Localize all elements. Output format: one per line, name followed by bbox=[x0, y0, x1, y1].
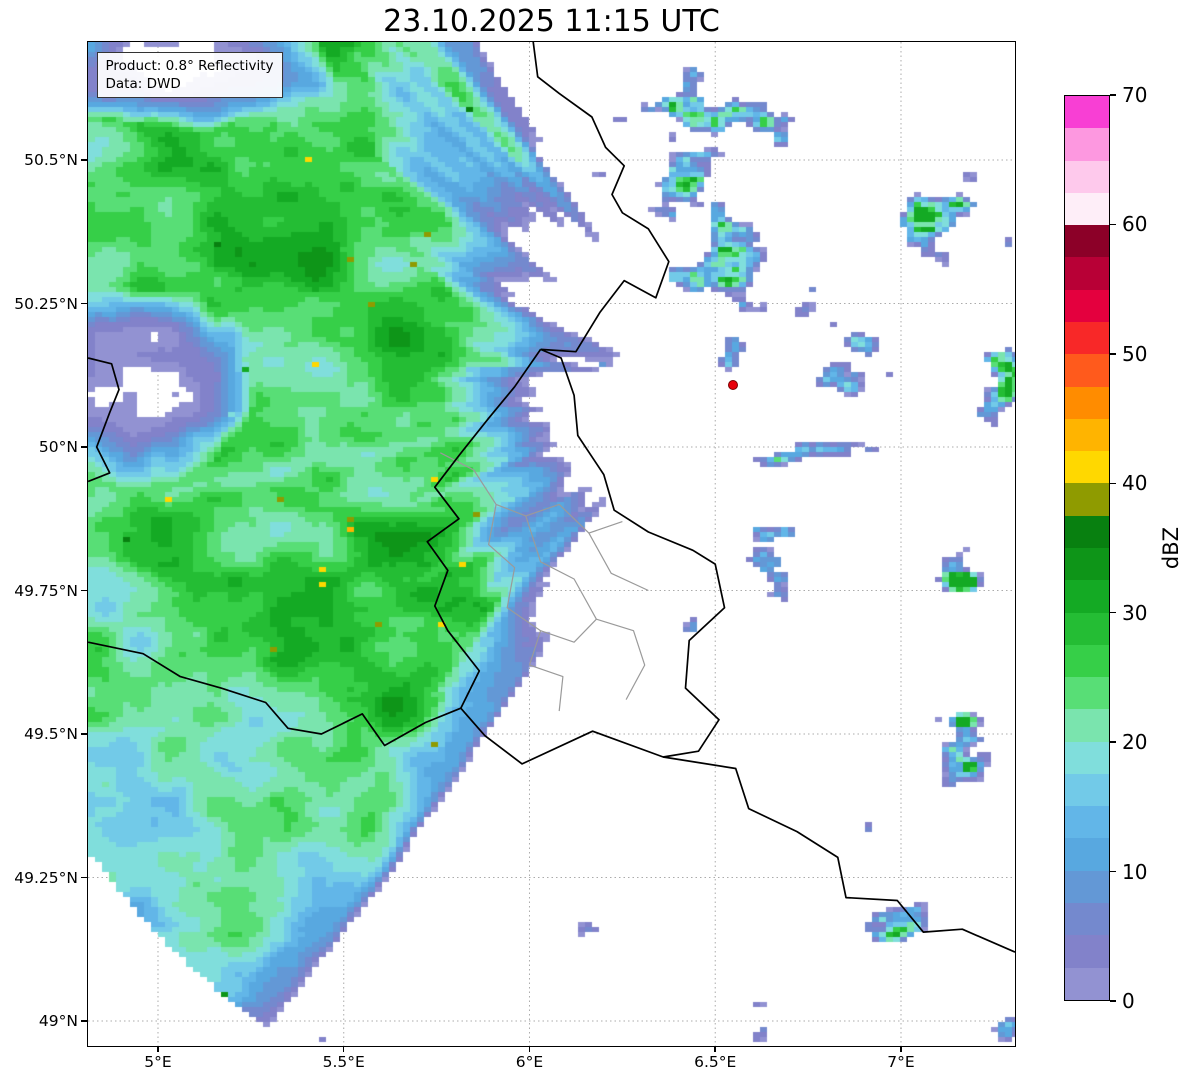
y-tick-mark bbox=[81, 733, 87, 735]
colorbar-tick-label: 30 bbox=[1122, 600, 1148, 625]
x-tick-mark bbox=[714, 1046, 716, 1052]
x-tick-label: 5°E bbox=[144, 1053, 172, 1071]
colorbar-tick-label: 0 bbox=[1122, 989, 1135, 1013]
colorbar-tick-label: 60 bbox=[1122, 212, 1148, 237]
x-tick-label: 5.5°E bbox=[322, 1053, 365, 1071]
y-tick-label: 50°N bbox=[38, 438, 78, 457]
colorbar-tick-mark bbox=[1110, 611, 1116, 614]
colorbar-band bbox=[1065, 128, 1109, 161]
colorbar-band bbox=[1065, 806, 1109, 839]
y-tick-label: 50.25°N bbox=[14, 294, 78, 313]
x-tick-mark bbox=[342, 1046, 345, 1052]
colorbar-band bbox=[1065, 321, 1109, 355]
colorbar-tick-mark bbox=[1110, 1000, 1116, 1002]
radar-reflectivity-layer bbox=[87, 41, 1015, 1046]
x-tick-label: 6.5°E bbox=[694, 1053, 737, 1071]
admin-border bbox=[524, 515, 645, 700]
colorbar-band bbox=[1065, 935, 1109, 968]
colorbar-band bbox=[1065, 677, 1109, 710]
admin-border bbox=[587, 532, 649, 591]
x-tick-mark bbox=[900, 1046, 902, 1052]
colorbar-band bbox=[1065, 612, 1109, 645]
colorbar-tick-mark bbox=[1110, 353, 1116, 355]
colorbar-band bbox=[1065, 903, 1109, 936]
admin-border bbox=[487, 503, 563, 711]
colorbar-band bbox=[1065, 547, 1109, 581]
y-tick-label: 49.5°N bbox=[24, 725, 78, 744]
colorbar-gradient bbox=[1065, 96, 1109, 1000]
colorbar-tick-mark bbox=[1110, 870, 1116, 873]
colorbar-band bbox=[1065, 967, 1109, 1000]
colorbar-band bbox=[1065, 354, 1109, 387]
colorbar-band bbox=[1065, 773, 1109, 807]
country-border-lines bbox=[87, 41, 1015, 953]
colorbar-band bbox=[1065, 644, 1109, 678]
product-label: Product: 0.8° Reflectivity bbox=[105, 57, 274, 74]
x-tick-label: 6°E bbox=[515, 1053, 544, 1071]
map-plot-area: Product: 0.8° Reflectivity Data: DWD bbox=[86, 40, 1016, 1047]
colorbar-tick-label: 10 bbox=[1122, 859, 1148, 884]
colorbar-band bbox=[1065, 96, 1109, 129]
colorbar-band bbox=[1065, 418, 1109, 452]
x-tick-label: 7°E bbox=[887, 1053, 915, 1071]
colorbar-tick-label: 40 bbox=[1122, 471, 1148, 496]
y-tick-label: 49°N bbox=[38, 1012, 78, 1031]
colorbar-tick-mark bbox=[1110, 94, 1116, 96]
y-tick-mark bbox=[81, 876, 87, 879]
colorbar-band bbox=[1065, 289, 1109, 322]
colorbar-band bbox=[1065, 580, 1109, 613]
colorbar-tick-label: 20 bbox=[1122, 730, 1148, 755]
y-tick-mark bbox=[81, 589, 87, 592]
plot-title: 23.10.2025 11:15 UTC bbox=[383, 4, 720, 39]
colorbar-band bbox=[1065, 160, 1109, 193]
colorbar-band bbox=[1065, 515, 1109, 548]
colorbar-tick-mark bbox=[1110, 482, 1116, 485]
country-border bbox=[87, 640, 461, 746]
y-tick-label: 49.75°N bbox=[14, 581, 78, 600]
y-tick-label: 50.5°N bbox=[24, 151, 78, 170]
colorbar-band bbox=[1065, 741, 1109, 774]
country-border bbox=[662, 755, 1015, 953]
colorbar-unit-label: dBZ bbox=[1159, 526, 1183, 570]
colorbar-band bbox=[1065, 870, 1109, 904]
colorbar-band bbox=[1065, 257, 1109, 290]
colorbar-band bbox=[1065, 225, 1109, 258]
colorbar-tick-mark bbox=[1110, 223, 1116, 226]
colorbar bbox=[1064, 95, 1110, 1001]
colorbar-tick-mark bbox=[1110, 741, 1116, 743]
y-tick-label: 49.25°N bbox=[14, 868, 78, 887]
colorbar-band bbox=[1065, 192, 1109, 226]
x-tick-mark bbox=[528, 1046, 531, 1052]
admin-border bbox=[439, 451, 623, 534]
x-tick-mark bbox=[157, 1046, 159, 1052]
country-border bbox=[425, 348, 725, 765]
y-tick-mark bbox=[81, 302, 87, 305]
data-source-label: Data: DWD bbox=[105, 75, 181, 92]
colorbar-band bbox=[1065, 483, 1109, 516]
colorbar-band bbox=[1065, 838, 1109, 871]
country-border bbox=[531, 41, 670, 353]
radar-site-marker bbox=[727, 379, 738, 390]
y-tick-mark bbox=[81, 1020, 87, 1022]
y-tick-mark bbox=[81, 446, 87, 448]
admin-border bbox=[539, 618, 597, 643]
y-tick-mark bbox=[81, 159, 87, 161]
colorbar-band bbox=[1065, 451, 1109, 484]
product-annotation-box: Product: 0.8° Reflectivity Data: DWD bbox=[96, 51, 283, 98]
colorbar-tick-label: 70 bbox=[1122, 83, 1148, 107]
colorbar-band bbox=[1065, 386, 1109, 419]
colorbar-band bbox=[1065, 709, 1109, 742]
country-border bbox=[87, 356, 120, 482]
colorbar-tick-label: 50 bbox=[1122, 341, 1148, 366]
